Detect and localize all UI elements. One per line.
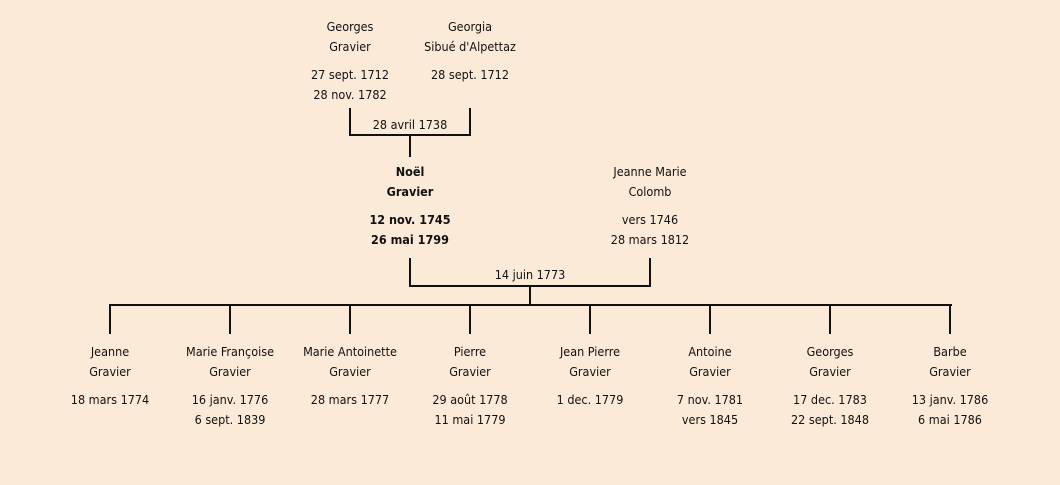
- last-name: Gravier: [449, 364, 491, 379]
- first-name: Pierre: [453, 344, 487, 359]
- first-name: Marie Françoise: [185, 344, 274, 359]
- birth-date: 28 mars 1777: [310, 392, 390, 407]
- birth-date: 1 dec. 1779: [556, 392, 624, 407]
- birth-date: 13 janv. 1786: [911, 392, 989, 407]
- last-name: Gravier: [386, 184, 434, 199]
- connector: [469, 108, 471, 136]
- connector: [229, 304, 231, 334]
- life-dates: 27 sept. 1712 28 nov. 1782: [280, 65, 420, 105]
- connector: [109, 304, 111, 334]
- life-dates: 28 mars 1777: [280, 390, 420, 410]
- person-card[interactable]: Jeanne Gravier 18 mars 1774: [40, 342, 180, 410]
- life-dates: 29 août 1778 11 mai 1779: [400, 390, 540, 430]
- person-card[interactable]: Marie Antoinette Gravier 28 mars 1777: [280, 342, 420, 410]
- birth-date: 16 janv. 1776: [191, 392, 269, 407]
- person-card[interactable]: Georges Gravier 27 sept. 1712 28 nov. 1782: [280, 17, 420, 105]
- person-card[interactable]: Marie Françoise Gravier 16 janv. 1776 6 sep…: [160, 342, 300, 430]
- life-dates: 7 nov. 1781 vers 1845: [640, 390, 780, 430]
- person-card[interactable]: Antoine Gravier 7 nov. 1781 vers 1845: [640, 342, 780, 430]
- birth-date: 18 mars 1774: [70, 392, 150, 407]
- connector: [349, 304, 351, 334]
- connector: [829, 304, 831, 334]
- last-name: Gravier: [209, 364, 251, 379]
- connector: [409, 258, 411, 287]
- marriage-date: 28 avril 1738: [372, 117, 448, 132]
- life-dates: 12 nov. 1745 26 mai 1799: [340, 210, 480, 250]
- marriage-date: 14 juin 1773: [494, 267, 566, 282]
- person-card[interactable]: Jeanne Marie Colomb vers 1746 28 mars 1812: [580, 162, 720, 250]
- first-name: Jean Pierre: [559, 344, 621, 359]
- life-dates: 18 mars 1774: [40, 390, 180, 410]
- last-name: Gravier: [569, 364, 611, 379]
- life-dates: 17 dec. 1783 22 sept. 1848: [760, 390, 900, 430]
- first-name: Georges: [806, 344, 854, 359]
- connector: [709, 304, 711, 334]
- birth-date: 28 sept. 1712: [431, 67, 509, 82]
- last-name: Gravier: [929, 364, 971, 379]
- life-dates: 13 janv. 1786 6 mai 1786: [880, 390, 1020, 430]
- life-dates: vers 1746 28 mars 1812: [580, 210, 720, 250]
- first-name: Jeanne: [90, 344, 130, 359]
- first-name: Antoine: [688, 344, 732, 359]
- person-card[interactable]: Jean Pierre Gravier 1 dec. 1779: [520, 342, 660, 410]
- birth-date: 17 dec. 1783: [793, 392, 867, 407]
- life-dates: 16 janv. 1776 6 sept. 1839: [160, 390, 300, 430]
- last-name: Gravier: [329, 39, 371, 54]
- first-name: Barbe: [933, 344, 967, 359]
- connector: [649, 258, 651, 287]
- connector: [949, 304, 951, 334]
- person-card[interactable]: Pierre Gravier 29 août 1778 11 mai 1779: [400, 342, 540, 430]
- connector: [589, 304, 591, 334]
- birth-date: 7 nov. 1781: [676, 392, 744, 407]
- life-dates: 1 dec. 1779: [520, 390, 660, 410]
- birth-date: 12 nov. 1745: [369, 212, 451, 227]
- death-date: 6 sept. 1839: [194, 412, 266, 427]
- person-card[interactable]: Barbe Gravier 13 janv. 1786 6 mai 1786: [880, 342, 1020, 430]
- first-name: Georgia: [447, 19, 493, 34]
- death-date: 22 sept. 1848: [791, 412, 869, 427]
- connector: [529, 285, 531, 306]
- connector: [409, 134, 411, 157]
- person-card[interactable]: Georges Gravier 17 dec. 1783 22 sept. 1848: [760, 342, 900, 430]
- death-date: vers 1845: [681, 412, 739, 427]
- death-date: 26 mai 1799: [371, 232, 449, 247]
- person-card[interactable]: Georgia Sibué d'Alpettaz 28 sept. 1712: [400, 17, 540, 85]
- death-date: 28 mars 1812: [610, 232, 690, 247]
- connector: [109, 304, 952, 306]
- connector: [349, 108, 351, 136]
- life-dates: 28 sept. 1712: [400, 65, 540, 85]
- last-name: Gravier: [89, 364, 131, 379]
- connector: [469, 304, 471, 334]
- birth-date: 29 août 1778: [432, 392, 508, 407]
- death-date: 6 mai 1786: [918, 412, 982, 427]
- first-name: Marie Antoinette: [303, 344, 397, 359]
- last-name: Gravier: [329, 364, 371, 379]
- first-name: Georges: [326, 19, 374, 34]
- birth-date: 27 sept. 1712: [311, 67, 389, 82]
- last-name: Sibué d'Alpettaz: [424, 39, 516, 54]
- last-name: Colomb: [628, 184, 672, 199]
- last-name: Gravier: [809, 364, 851, 379]
- death-date: 11 mai 1779: [434, 412, 506, 427]
- death-date: 28 nov. 1782: [313, 87, 387, 102]
- birth-date: vers 1746: [621, 212, 679, 227]
- person-card[interactable]: Noël Gravier 12 nov. 1745 26 mai 1799: [340, 162, 480, 250]
- first-name: Noël: [395, 164, 425, 179]
- first-name: Jeanne Marie: [613, 164, 687, 179]
- last-name: Gravier: [689, 364, 731, 379]
